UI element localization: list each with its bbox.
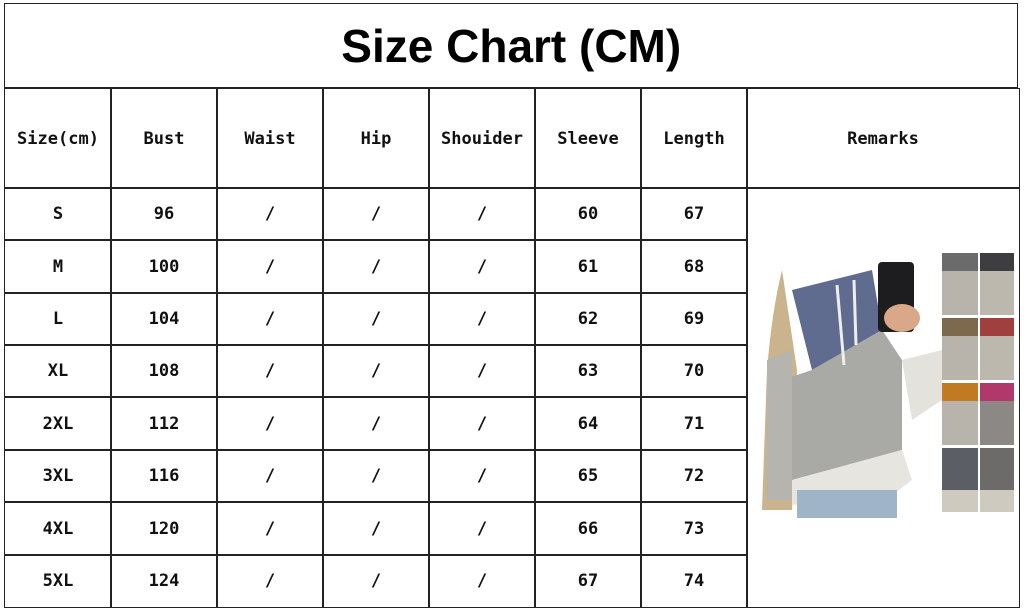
header-length: Length — [640, 88, 748, 189]
cell-hip: / — [322, 501, 430, 556]
cell-shoulder: / — [428, 501, 536, 556]
header-size: Size(cm) — [4, 88, 112, 189]
cell-sleeve: 66 — [534, 501, 642, 556]
cell-bust: 120 — [110, 501, 218, 556]
cell-length: 70 — [640, 344, 748, 398]
cell-shoulder: / — [428, 554, 536, 608]
cell-hip: / — [322, 239, 430, 294]
cell-length: 74 — [640, 554, 748, 608]
cell-waist: / — [216, 501, 324, 556]
header-sleeve: Sleeve — [534, 88, 642, 189]
header-remarks: Remarks — [746, 88, 1020, 189]
cell-sleeve: 63 — [534, 344, 642, 398]
cell-hip: / — [322, 396, 430, 451]
cell-waist: / — [216, 396, 324, 451]
cell-sleeve: 61 — [534, 239, 642, 294]
cell-hip: / — [322, 292, 430, 346]
remarks-cell — [746, 187, 1020, 608]
cell-shoulder: / — [428, 187, 536, 241]
cell-sleeve: 62 — [534, 292, 642, 346]
cell-sleeve: 65 — [534, 449, 642, 503]
cell-waist: / — [216, 449, 324, 503]
cell-size: 4XL — [4, 501, 112, 556]
cell-size: L — [4, 292, 112, 346]
cell-bust: 116 — [110, 449, 218, 503]
cell-bust: 112 — [110, 396, 218, 451]
header-bust: Bust — [110, 88, 218, 189]
cell-hip: / — [322, 187, 430, 241]
cell-shoulder: / — [428, 292, 536, 346]
cell-waist: / — [216, 187, 324, 241]
header-shoulder: Shouider — [428, 88, 536, 189]
cell-hip: / — [322, 449, 430, 503]
cell-shoulder: / — [428, 239, 536, 294]
cell-length: 72 — [640, 449, 748, 503]
cell-hip: / — [322, 554, 430, 608]
cell-bust: 108 — [110, 344, 218, 398]
cell-waist: / — [216, 554, 324, 608]
header-waist: Waist — [216, 88, 324, 189]
cell-hip: / — [322, 344, 430, 398]
cell-bust: 124 — [110, 554, 218, 608]
cell-waist: / — [216, 239, 324, 294]
cell-shoulder: / — [428, 449, 536, 503]
cell-shoulder: / — [428, 344, 536, 398]
cell-length: 69 — [640, 292, 748, 346]
cell-size: 2XL — [4, 396, 112, 451]
header-hip: Hip — [322, 88, 430, 189]
cell-bust: 104 — [110, 292, 218, 346]
size-chart-table: Size Chart (CM) Size(cm) Bust Waist Hip Shou… — [4, 3, 1020, 608]
cell-bust: 96 — [110, 187, 218, 241]
cell-sleeve: 67 — [534, 554, 642, 608]
chart-title: Size Chart (CM) — [4, 3, 1019, 89]
cell-size: 3XL — [4, 449, 112, 503]
cell-length: 71 — [640, 396, 748, 451]
cell-shoulder: / — [428, 396, 536, 451]
cell-length: 73 — [640, 501, 748, 556]
cell-size: 5XL — [4, 554, 112, 608]
hoodie-product-photo — [752, 250, 1014, 518]
cell-size: XL — [4, 344, 112, 398]
cell-sleeve: 60 — [534, 187, 642, 241]
cell-bust: 100 — [110, 239, 218, 294]
cell-waist: / — [216, 292, 324, 346]
cell-size: M — [4, 239, 112, 294]
cell-waist: / — [216, 344, 324, 398]
cell-sleeve: 64 — [534, 396, 642, 451]
cell-length: 68 — [640, 239, 748, 294]
cell-length: 67 — [640, 187, 748, 241]
cell-size: S — [4, 187, 112, 241]
